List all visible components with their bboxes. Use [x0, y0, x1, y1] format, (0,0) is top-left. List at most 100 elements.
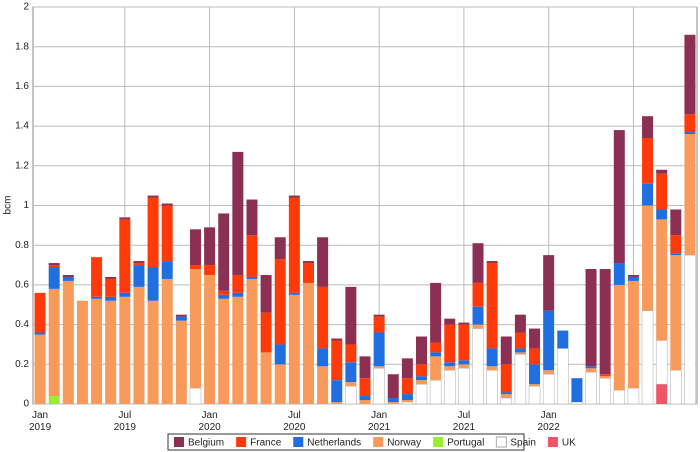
bar-segment [416, 376, 428, 381]
bar-segment [373, 368, 385, 405]
bar-segment [430, 342, 442, 353]
x-tick-label: Jan 2022 [537, 410, 560, 433]
bar-segment [373, 332, 385, 367]
bar-segment [91, 296, 103, 299]
legend-swatch [547, 437, 558, 447]
legend-label: Belgium [188, 438, 224, 449]
bar-segment [444, 362, 456, 367]
bar-segment [500, 336, 512, 365]
legend-label: Netherlands [307, 438, 361, 449]
bar-segment [232, 296, 244, 404]
bar-segment [613, 389, 626, 405]
bar-segment [288, 197, 300, 293]
bar-segment [557, 348, 569, 405]
bar-segment [105, 276, 117, 279]
bar-segment [642, 116, 654, 139]
bar-segment [514, 314, 526, 333]
y-axis-label: bcm [3, 196, 14, 215]
legend-label: Norway [387, 438, 421, 449]
bar-segment [288, 294, 300, 404]
bar-segment [655, 340, 668, 385]
bar-segment [359, 378, 371, 397]
bar-segment [401, 400, 413, 403]
bar-segment [189, 265, 201, 270]
bar-segment [189, 269, 201, 389]
bar-segment [34, 292, 46, 333]
bar-segment [91, 257, 103, 297]
y-tick-label: 0.6 [15, 280, 29, 291]
bar-segment [684, 254, 696, 405]
y-tick-label: 1.8 [15, 41, 29, 52]
bar-segment [444, 318, 456, 325]
bar-segment [571, 401, 583, 405]
bar-segment [684, 34, 696, 115]
bar-segment [175, 320, 187, 404]
bar-segment [529, 384, 541, 387]
bar-segment [119, 296, 131, 404]
bar-segment [161, 203, 173, 206]
y-tick-label: 0.4 [15, 319, 29, 330]
bar-segment [218, 290, 230, 295]
bar-segment [656, 173, 668, 210]
bar-segment [246, 199, 258, 236]
bar-segment [415, 383, 428, 405]
bar-segment [260, 274, 272, 313]
bar-segment [684, 132, 696, 135]
bar-segment [500, 394, 512, 399]
x-tick-label: Jul 2020 [283, 410, 306, 433]
bar-segment [627, 276, 639, 281]
bar-segment [232, 274, 244, 293]
bar-segment [387, 374, 399, 399]
bar-segment [218, 213, 230, 291]
bar-segment [642, 183, 654, 206]
bar-segment [62, 280, 74, 404]
legend-swatch [236, 437, 247, 447]
bar-segment [331, 402, 343, 404]
bar-segment [147, 300, 159, 404]
bar-segment [430, 352, 442, 357]
bar-segment [401, 401, 414, 405]
bar-segment [642, 205, 654, 311]
bar-segment [331, 340, 343, 381]
bar-segment [274, 344, 286, 365]
bar-segment [472, 324, 484, 329]
bar-segment [613, 263, 625, 285]
bar-segment [260, 312, 272, 353]
bar-segment [147, 195, 159, 198]
bar-segment [119, 219, 131, 293]
bar-segment [48, 396, 60, 404]
bar-segment [599, 269, 611, 375]
bar-segment [458, 322, 470, 325]
bar-segment [642, 138, 654, 184]
bar-segment [260, 352, 272, 404]
bar-segment [359, 356, 371, 379]
bar-segment [500, 364, 512, 393]
bar-segment [175, 314, 187, 317]
bar-segment [373, 314, 385, 317]
bar-segment [133, 265, 145, 287]
bar-segment [373, 316, 385, 333]
bar-segment [599, 374, 611, 377]
x-tick-label: Jan 2019 [28, 410, 52, 433]
bar-segment [359, 396, 371, 401]
bar-segment [345, 362, 357, 383]
bar-segment [529, 348, 541, 365]
y-tick-label: 1 [23, 200, 29, 211]
y-tick-label: 2 [23, 2, 29, 13]
bar-segment [48, 288, 60, 397]
bar-segment [444, 366, 456, 371]
bar-segment [133, 261, 145, 264]
y-tick-label: 1.6 [15, 81, 29, 92]
bar-segment [331, 338, 343, 341]
bar-segment [585, 371, 597, 405]
bar-segment [585, 368, 597, 373]
bar-segment [416, 364, 428, 377]
bar-segment [486, 261, 498, 264]
y-tick-label: 0.2 [15, 359, 29, 370]
y-tick-label: 0.8 [15, 240, 29, 251]
bar-segment [274, 364, 286, 404]
bar-segment [34, 332, 46, 335]
bar-segment [543, 255, 555, 311]
bar-segment [627, 387, 640, 405]
